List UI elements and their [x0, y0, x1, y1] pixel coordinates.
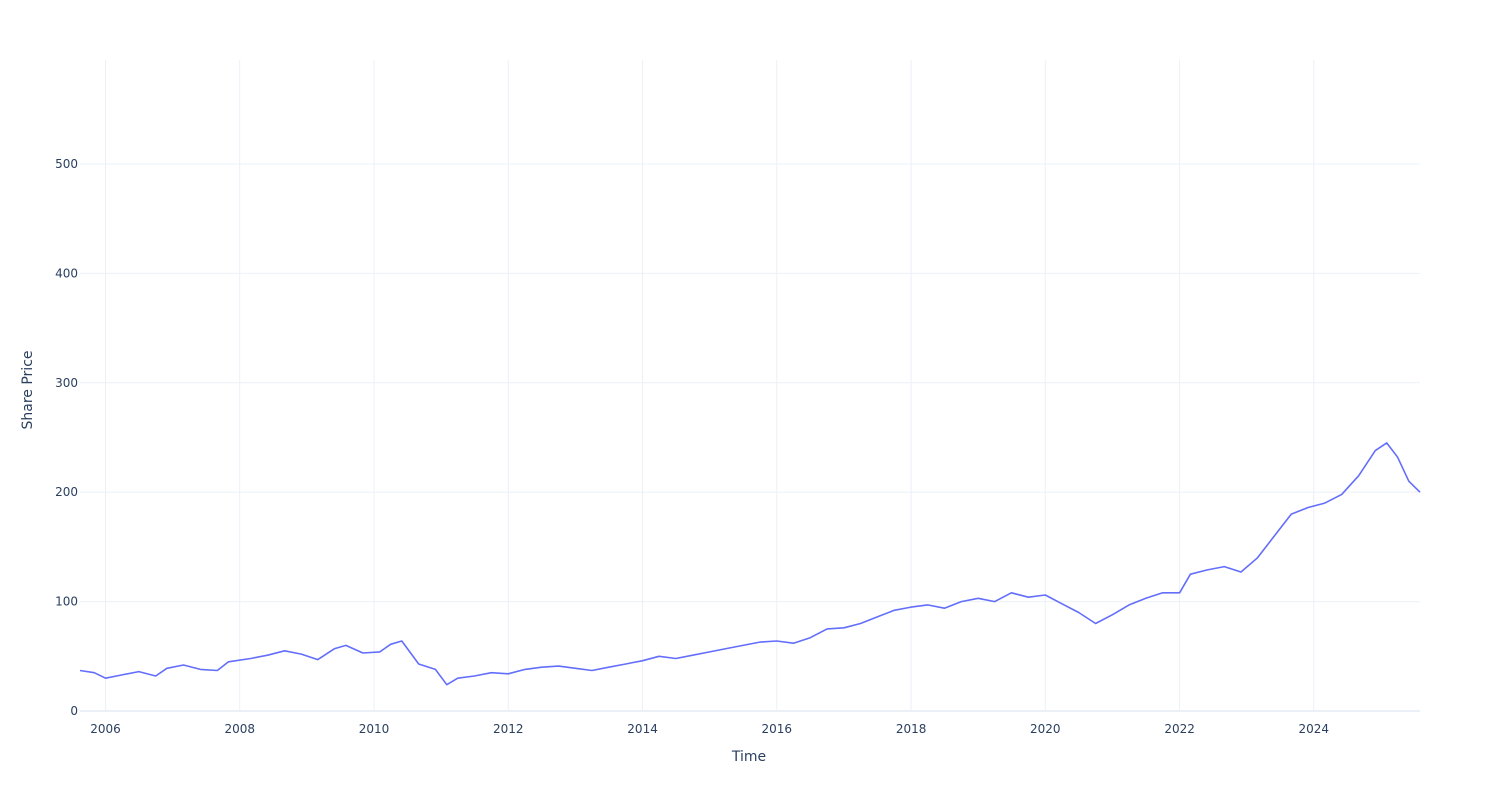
- x-axis-title: Time: [731, 749, 766, 765]
- x-tick-label: 2016: [761, 722, 792, 736]
- grid-layer: [80, 60, 1420, 712]
- x-tick-label: 2020: [1030, 722, 1061, 736]
- y-axis-title: Share Price: [20, 350, 36, 429]
- series-layer: [79, 442, 1421, 686]
- x-tick-label: 2014: [627, 722, 658, 736]
- y-tick-label: 500: [55, 157, 78, 171]
- series-line-0: [79, 442, 1421, 686]
- y-tick-label: 100: [55, 595, 78, 609]
- y-tick-label: 400: [55, 266, 78, 280]
- x-tick-labels: 2006 2008 2010 2012 2014 2016 2018 2020 2022 2024: [90, 722, 1329, 736]
- y-tick-label: 200: [55, 485, 78, 499]
- x-tick-label: 2006: [90, 722, 121, 736]
- x-tick-label: 2024: [1298, 722, 1329, 736]
- x-tick-label: 2022: [1164, 722, 1195, 736]
- y-tick-label: 300: [55, 376, 78, 390]
- x-tick-label: 2012: [493, 722, 524, 736]
- x-tick-label: 2010: [359, 722, 390, 736]
- y-tick-label: 0: [70, 704, 78, 718]
- x-tick-label: 2018: [896, 722, 927, 736]
- y-tick-labels: 0 100 200 300 400 500: [55, 157, 78, 718]
- x-tick-label: 2008: [224, 722, 255, 736]
